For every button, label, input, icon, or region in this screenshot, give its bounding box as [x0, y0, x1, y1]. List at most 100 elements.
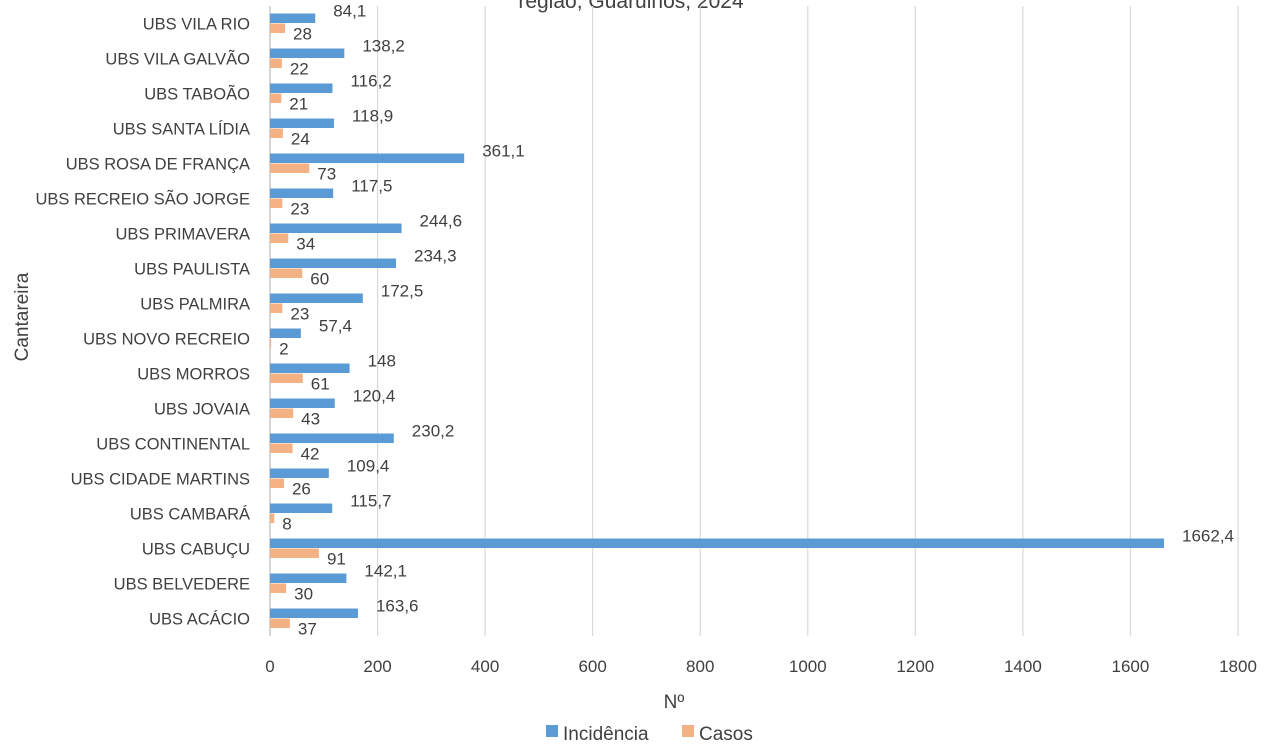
category-label-ubs-jovaia: UBS JOVAIA: [154, 401, 250, 419]
legend-label-casos: Casos: [699, 724, 753, 745]
data-label-incidencia-ubs-morros: 148: [368, 352, 396, 371]
data-label-incidencia-ubs-cambara: 115,7: [350, 492, 391, 511]
grid: [269, 6, 1239, 636]
x-tick-label-400: 400: [471, 657, 499, 676]
bar-incidencia-ubs-acacio: [270, 608, 358, 618]
x-axis-label: Nº: [664, 692, 685, 713]
bar-casos-ubs-recreio-sao-jorge: [270, 198, 283, 208]
category-label-ubs-vila-galvao: UBS VILA GALVÃO: [105, 49, 250, 69]
category-label-ubs-novo-recreio: UBS NOVO RECREIO: [83, 331, 250, 349]
bar-incidencia-ubs-paulista: [270, 258, 397, 268]
tick-labels: 0 200 400 600 800 1000 1200 1400 1600 1800: [265, 657, 1257, 676]
data-label-incidencia-ubs-palmira: 172,5: [381, 282, 424, 301]
category-label-ubs-taboao: UBS TABOÃO: [144, 84, 250, 104]
data-label-casos-ubs-novo-recreio: 2: [279, 340, 288, 359]
data-label-incidencia-ubs-santa-lidia: 118,9: [352, 107, 393, 126]
bar-casos-ubs-paulista: [270, 268, 303, 278]
data-label-casos-ubs-palmira: 23: [290, 305, 309, 324]
data-label-incidencia-ubs-primavera: 244,6: [420, 212, 463, 231]
category-label-ubs-vila-rio: UBS VILA RIO: [143, 16, 250, 34]
data-label-casos-ubs-recreio-sao-jorge: 23: [290, 200, 309, 219]
bar-incidencia-ubs-continental: [270, 433, 394, 443]
data-label-casos-ubs-taboao: 21: [289, 95, 308, 114]
legend: Incidência Casos: [546, 724, 753, 745]
bar-incidencia-ubs-rosa-de-franca: [270, 153, 465, 163]
category-label-ubs-recreio-sao-jorge: UBS RECREIO SÃO JORGE: [35, 189, 250, 209]
data-label-casos-ubs-primavera: 34: [296, 235, 315, 254]
data-label-casos-ubs-cabucu: 91: [327, 550, 346, 569]
bar-casos-ubs-jovaia: [270, 408, 294, 418]
bar-casos-ubs-vila-rio: [270, 23, 286, 33]
category-label-ubs-palmira: UBS PALMIRA: [140, 296, 250, 314]
legend-swatch-incidencia: [546, 725, 558, 737]
data-label-casos-ubs-rosa-de-franca: 73: [317, 165, 336, 184]
bar-incidencia-ubs-vila-galvao: [270, 48, 345, 58]
bar-labels: 84,1 28 138,2 22 116,2 21 118,9 24 361,1 73 117,5 2…: [279, 2, 1234, 639]
bar-incidencia-ubs-taboao: [270, 83, 333, 93]
data-label-incidencia-ubs-continental: 230,2: [412, 422, 455, 441]
x-tick-label-600: 600: [578, 657, 606, 676]
category-labels: UBS VILA RIO UBS VILA GALVÃO UBS TABOÃO UBS…: [35, 16, 250, 629]
x-tick-label-1400: 1400: [1004, 657, 1042, 676]
bar-casos-ubs-rosa-de-franca: [270, 163, 310, 173]
category-label-ubs-acacio: UBS ACÁCIO: [149, 610, 250, 629]
bar-casos-ubs-novo-recreio: [270, 338, 272, 348]
x-tick-label-800: 800: [686, 657, 714, 676]
data-label-casos-ubs-cidade-martins: 26: [292, 480, 311, 499]
category-label-ubs-cidade-martins: UBS CIDADE MARTINS: [71, 471, 250, 489]
bar-casos-ubs-vila-galvao: [270, 58, 282, 68]
data-label-casos-ubs-jovaia: 43: [301, 410, 320, 429]
data-label-incidencia-ubs-vila-rio: 84,1: [333, 2, 366, 21]
bar-casos-ubs-primavera: [270, 233, 289, 243]
category-label-ubs-cambara: UBS CAMBARÁ: [130, 505, 250, 524]
bar-incidencia-ubs-palmira: [270, 293, 363, 303]
legend-label-incidencia: Incidência: [563, 724, 649, 745]
bar-casos-ubs-cambara: [270, 513, 275, 523]
category-label-ubs-rosa-de-franca: UBS ROSA DE FRANÇA: [66, 156, 250, 174]
category-label-ubs-belvedere: UBS BELVEDERE: [114, 576, 250, 594]
data-label-casos-ubs-vila-rio: 28: [293, 25, 312, 44]
x-tick-label-1200: 1200: [896, 657, 934, 676]
bar-casos-ubs-santa-lidia: [270, 128, 283, 138]
data-label-casos-ubs-acacio: 37: [298, 620, 317, 639]
data-label-casos-ubs-morros: 61: [311, 375, 330, 394]
data-label-casos-ubs-continental: 42: [301, 445, 320, 464]
category-label-ubs-continental: UBS CONTINENTAL: [96, 436, 250, 454]
bar-incidencia-ubs-morros: [270, 363, 350, 373]
bar-incidencia-ubs-novo-recreio: [270, 328, 301, 338]
data-label-incidencia-ubs-vila-galvao: 138,2: [362, 37, 405, 56]
data-label-incidencia-ubs-jovaia: 120,4: [353, 387, 396, 406]
data-label-casos-ubs-santa-lidia: 24: [291, 130, 310, 149]
bar-incidencia-ubs-belvedere: [270, 573, 347, 583]
bar-incidencia-ubs-jovaia: [270, 398, 335, 408]
data-label-casos-ubs-belvedere: 30: [294, 585, 313, 604]
bar-casos-ubs-cidade-martins: [270, 478, 284, 488]
bar-casos-ubs-taboao: [270, 93, 282, 103]
data-label-casos-ubs-vila-galvao: 22: [290, 60, 309, 79]
data-label-casos-ubs-paulista: 60: [310, 270, 329, 289]
bar-casos-ubs-cabucu: [270, 548, 319, 558]
bar-incidencia-ubs-cabucu: [270, 538, 1165, 548]
category-label-ubs-morros: UBS MORROS: [137, 366, 250, 384]
data-label-incidencia-ubs-novo-recreio: 57,4: [319, 317, 352, 336]
x-tick-label-1000: 1000: [789, 657, 827, 676]
data-label-incidencia-ubs-recreio-sao-jorge: 117,5: [351, 177, 392, 196]
data-label-incidencia-ubs-taboao: 116,2: [350, 72, 391, 91]
chart-title: região, Guarulhos, 2024: [518, 0, 744, 13]
legend-swatch-casos: [682, 725, 694, 737]
data-label-incidencia-ubs-acacio: 163,6: [376, 597, 419, 616]
bar-incidencia-ubs-primavera: [270, 223, 402, 233]
bar-incidencia-ubs-cidade-martins: [270, 468, 329, 478]
bar-casos-ubs-belvedere: [270, 583, 287, 593]
y-axis-label: Cantareira: [12, 272, 33, 361]
bar-incidencia-ubs-santa-lidia: [270, 118, 334, 128]
data-label-incidencia-ubs-cabucu: 1662,4: [1182, 527, 1234, 546]
bar-incidencia-ubs-cambara: [270, 503, 333, 513]
x-tick-label-0: 0: [265, 657, 274, 676]
category-label-ubs-paulista: UBS PAULISTA: [134, 261, 250, 279]
category-label-ubs-santa-lidia: UBS SANTA LÍDIA: [113, 120, 250, 139]
bars: [270, 13, 1165, 628]
data-label-incidencia-ubs-rosa-de-franca: 361,1: [482, 142, 525, 161]
category-label-ubs-primavera: UBS PRIMAVERA: [116, 226, 250, 244]
